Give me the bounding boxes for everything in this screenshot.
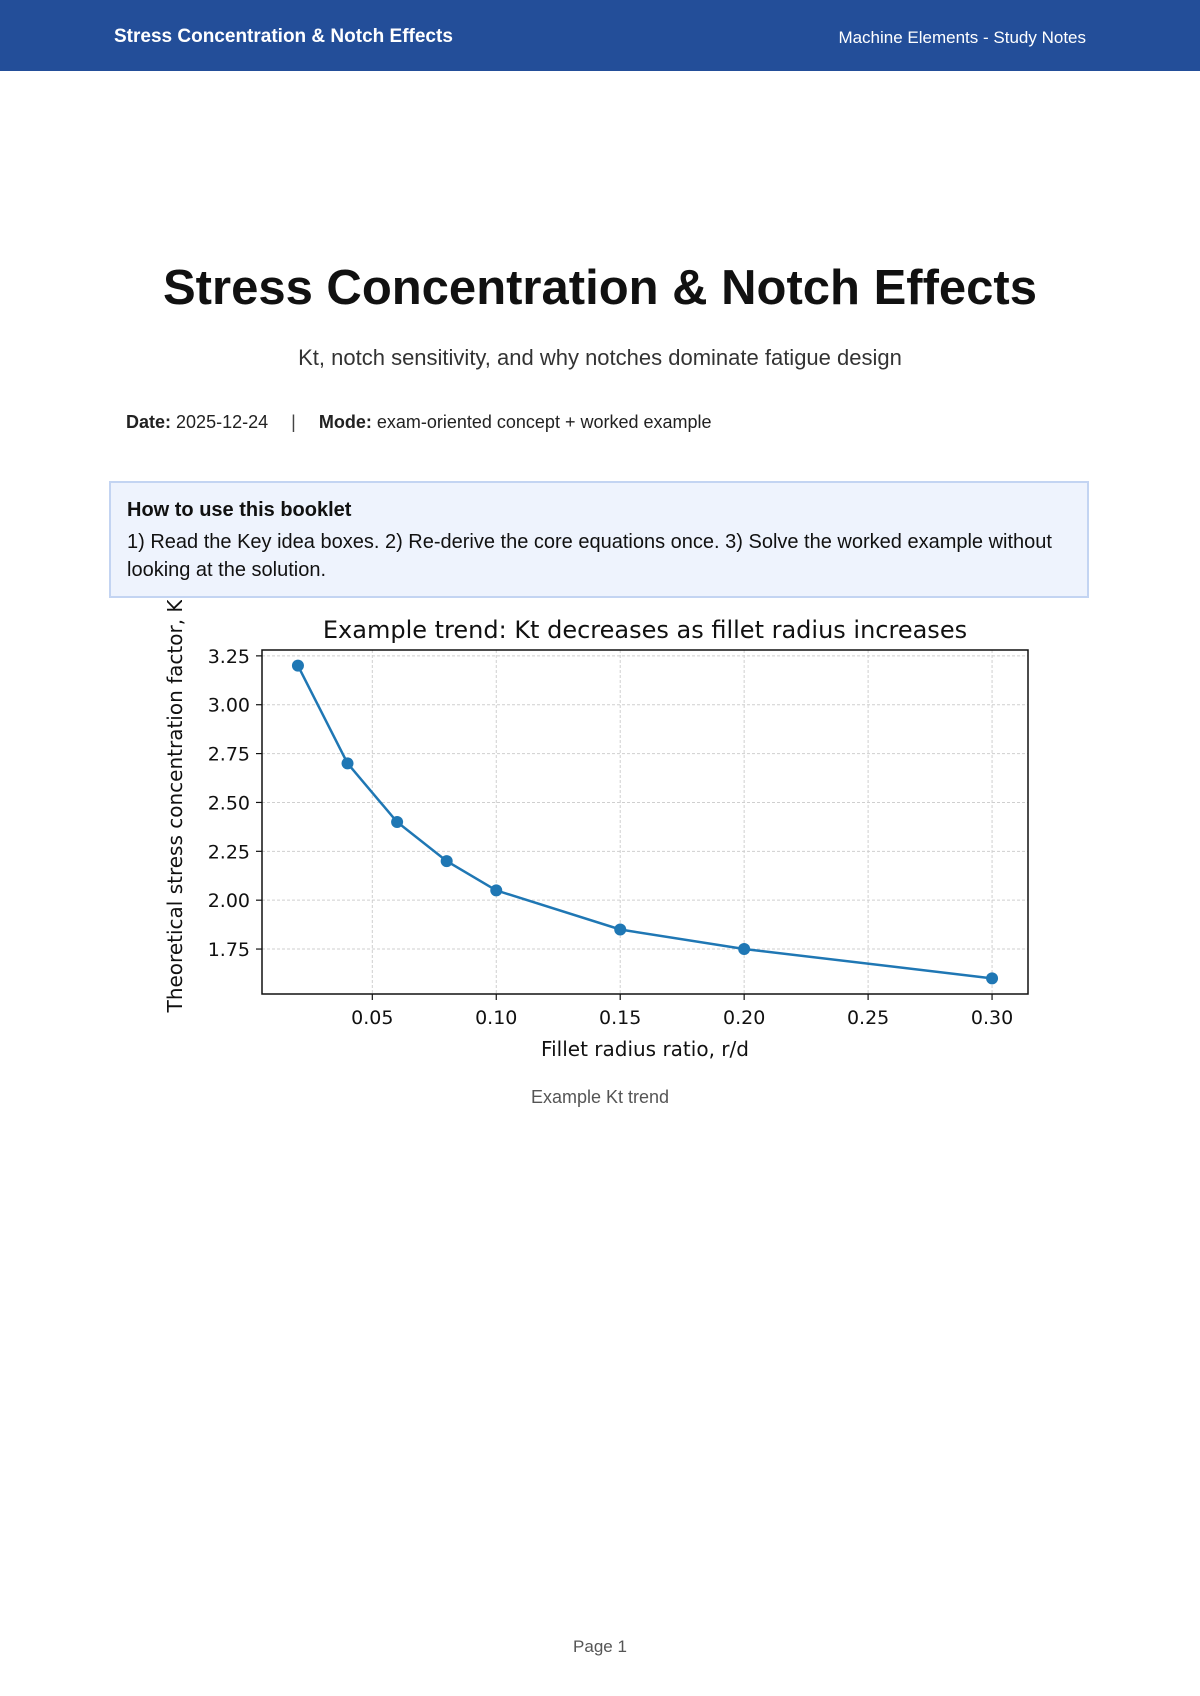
data-point (490, 884, 503, 897)
x-tick-label: 0.30 (971, 1007, 1013, 1029)
y-tick-label: 2.00 (208, 890, 250, 912)
date-value: 2025-12-24 (176, 412, 269, 432)
usage-info-box: How to use this booklet 1) Read the Key … (109, 481, 1089, 598)
x-tick-label: 0.20 (723, 1007, 765, 1029)
header-course-label: Machine Elements - Study Notes (838, 28, 1086, 47)
data-point (391, 816, 404, 828)
data-point (291, 659, 304, 672)
date-label: Date: (126, 412, 172, 432)
document-title: Stress Concentration & Notch Effects (163, 261, 1037, 315)
y-axis-label: Theoretical stress concentration factor,… (163, 600, 187, 1013)
kt-trend-chart: 0.05 0.10 0.15 0.20 0.25 0.30 1.75 2.00 2.25 2.50… (160, 600, 1040, 1070)
tick-layer: 0.05 0.10 0.15 0.20 0.25 0.30 1.75 2.00 2.25 2.50… (208, 646, 1014, 1029)
figure-caption: Example Kt trend (530, 1087, 670, 1107)
y-tick-label: 2.25 (208, 841, 250, 863)
info-box-text: 1) Read the Key idea boxes. 2) Re-derive… (127, 531, 1052, 581)
header-title: Stress Concentration & Notch Effects (114, 26, 453, 47)
y-tick-label: 2.50 (208, 792, 250, 814)
info-box-title: How to use this booklet (127, 499, 352, 521)
x-tick-label: 0.25 (847, 1007, 889, 1029)
y-tick-label: 3.25 (208, 646, 250, 668)
chart-title: Example trend: Kt decreases as fillet ra… (323, 616, 967, 644)
data-point (986, 972, 999, 985)
x-tick-label: 0.10 (475, 1007, 517, 1029)
meta-line: Date: 2025-12-24 | Mode: exam-oriented c… (126, 412, 712, 433)
y-tick-label: 3.00 (208, 695, 250, 717)
data-point (614, 923, 627, 936)
y-tick-label: 2.75 (208, 744, 250, 766)
data-points-layer (291, 659, 999, 985)
document-subtitle: Kt, notch sensitivity, and why notches d… (298, 345, 902, 370)
meta-separator: | (291, 412, 296, 432)
data-point (440, 855, 453, 868)
x-tick-label: 0.05 (351, 1007, 393, 1029)
series-line-layer (296, 665, 993, 980)
data-point (738, 943, 751, 956)
page-number: Page 1 (573, 1637, 627, 1656)
series-line (296, 665, 993, 980)
mode-label: Mode: (318, 412, 372, 432)
chart-svg: 0.05 0.10 0.15 0.20 0.25 0.30 1.75 2.00 2.25 2.50… (163, 600, 1029, 1061)
grid-layer (262, 650, 1028, 994)
header-bar: Stress Concentration & Notch Effects Mac… (0, 0, 1200, 71)
x-tick-label: 0.15 (599, 1007, 641, 1029)
y-tick-label: 1.75 (208, 939, 250, 961)
data-point (341, 757, 354, 770)
plot-frame (261, 649, 1029, 995)
mode-value: exam-oriented concept + worked example (376, 412, 712, 432)
x-axis-label: Fillet radius ratio, r/d (541, 1037, 749, 1061)
